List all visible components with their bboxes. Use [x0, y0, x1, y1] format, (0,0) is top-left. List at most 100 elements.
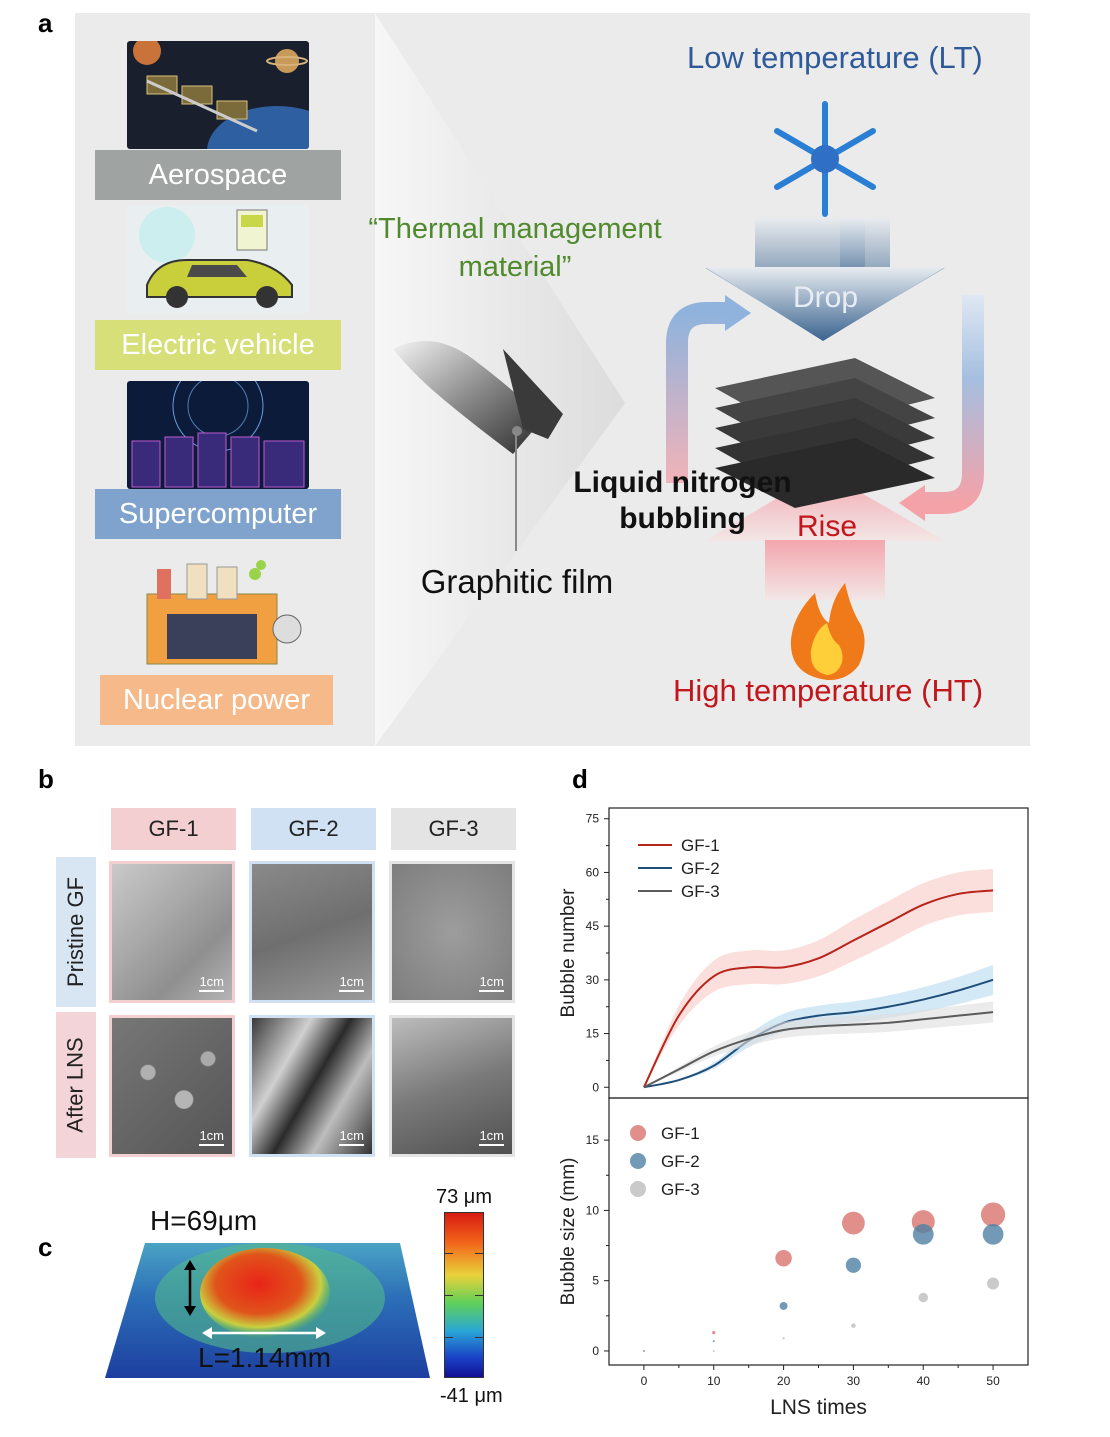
legend-label-GF-1: GF-1	[681, 836, 720, 855]
row-head-pristine: Pristine GF	[56, 857, 96, 1007]
photo-gf1-pristine: 1cm	[109, 861, 235, 1003]
series-line-GF-2	[643, 978, 994, 1089]
supercomputer-label: Supercomputer	[95, 489, 341, 539]
drop-label: Drop	[793, 281, 859, 314]
photo-gf3-pristine: 1cm	[389, 861, 515, 1003]
x-tick-label: 40	[917, 1374, 931, 1388]
rise-label: Rise	[797, 510, 858, 543]
snowflake-icon	[774, 101, 876, 217]
colorbar-max-label: 73 μm	[436, 1186, 492, 1208]
scatter-point-GF-3	[851, 1323, 856, 1328]
scale-bar: 1cm	[479, 974, 504, 992]
y-tick-label: 15	[586, 1133, 600, 1147]
legend-label-GF-2: GF-2	[661, 1152, 700, 1171]
funnel-shape	[375, 13, 625, 746]
photo-gf1-after-lns: 1cm	[109, 1015, 235, 1157]
aerospace-label: Aerospace	[95, 150, 341, 200]
length-label: L=1.14mm	[198, 1342, 332, 1373]
panel-label-b: b	[38, 764, 54, 794]
x-tick-label: 30	[847, 1374, 861, 1388]
photo-gf2-after-lns: 1cm	[249, 1015, 375, 1157]
flame-icon	[790, 583, 865, 681]
height-label: H=69μm	[150, 1205, 258, 1236]
row-head-after-lns: After LNS	[56, 1012, 96, 1158]
scatter-point-GF-2	[712, 1340, 715, 1343]
material-caption: “Thermal management material”	[368, 213, 662, 283]
photo-gf2-pristine: 1cm	[249, 861, 375, 1003]
graphitic-film-image	[393, 341, 563, 454]
legend-label-GF-3: GF-3	[661, 1180, 700, 1199]
process-diagram	[666, 101, 984, 681]
y-tick-label: 10	[586, 1203, 600, 1217]
x-axis-label-lns-times: LNS times	[770, 1396, 867, 1419]
legend-marker-GF-3	[630, 1181, 646, 1197]
colorbar	[444, 1212, 484, 1378]
colorbar-min-label: -41 μm	[440, 1385, 503, 1407]
confidence-band-GF-1	[643, 868, 994, 1088]
confidence-band-GF-2	[643, 964, 994, 1088]
scatter-point-GF-3	[642, 1349, 645, 1352]
scatter-point-GF-3	[782, 1337, 785, 1340]
y-axis-label-bubble-size: Bubble size (mm)	[558, 1158, 579, 1306]
supercomputer-image	[127, 381, 309, 489]
legend-label-GF-1: GF-1	[661, 1124, 700, 1143]
scatter-point-GF-2	[982, 1223, 1004, 1245]
y-tick-label: 15	[586, 1027, 600, 1041]
confidence-band-GF-3	[643, 1001, 994, 1088]
electric-vehicle-label: Electric vehicle	[95, 320, 341, 370]
scale-bar: 1cm	[199, 1128, 224, 1146]
column-head-gf2: GF-2	[251, 808, 376, 850]
scatter-point-GF-2	[845, 1257, 862, 1273]
series-line-GF-1	[643, 889, 994, 1088]
graphitic-film-label: Graphitic film	[420, 563, 614, 600]
photo-gf3-after-lns: 1cm	[389, 1015, 515, 1157]
electric-vehicle-image	[127, 205, 309, 313]
high-temperature-label: High temperature (HT)	[673, 673, 984, 708]
scatter-point-GF-2	[779, 1301, 788, 1310]
y-tick-label: 75	[586, 812, 600, 826]
process-label: Liquid nitrogen bubbling	[573, 466, 792, 535]
scale-bar: 1cm	[339, 974, 364, 992]
y-tick-label: 0	[592, 1080, 599, 1094]
nuclear-power-label: Nuclear power	[100, 675, 333, 725]
legend-marker-GF-2	[630, 1153, 646, 1169]
column-head-gf3: GF-3	[391, 808, 516, 850]
x-tick-label: 10	[707, 1374, 721, 1388]
legend-label-GF-3: GF-3	[681, 882, 720, 901]
film-pointer-line	[515, 433, 517, 551]
scatter-point-GF-3	[918, 1292, 928, 1303]
scale-bar: 1cm	[479, 1128, 504, 1146]
nuclear-power-image	[127, 559, 309, 667]
scale-bar: 1cm	[199, 974, 224, 992]
low-temperature-label: Low temperature (LT)	[687, 40, 983, 75]
scatter-point-GF-1	[712, 1331, 716, 1335]
panel-label-c: c	[38, 1232, 53, 1262]
scatter-point-GF-3	[987, 1277, 1000, 1290]
y-tick-label: 45	[586, 919, 600, 933]
scale-bar: 1cm	[339, 1128, 364, 1146]
scatter-point-GF-2	[912, 1223, 934, 1245]
series-line-GF-3	[643, 1011, 994, 1089]
scatter-point-GF-1	[775, 1249, 792, 1267]
y-axis-label-bubble-number: Bubble number	[558, 888, 579, 1018]
surface-profile-image	[105, 1243, 430, 1378]
y-tick-label: 30	[586, 973, 600, 987]
scatter-point-GF-1	[980, 1202, 1006, 1227]
y-tick-label: 5	[592, 1274, 599, 1288]
legend-label-GF-2: GF-2	[681, 859, 720, 878]
x-tick-label: 20	[777, 1374, 791, 1388]
panel-label-a: a	[38, 8, 53, 38]
panel-label-d: d	[572, 764, 588, 794]
column-head-gf1: GF-1	[111, 808, 236, 850]
scatter-point-GF-1	[842, 1211, 865, 1235]
scatter-point-GF-3	[712, 1349, 715, 1352]
film-stack-image	[715, 358, 935, 508]
legend-marker-GF-1	[630, 1125, 646, 1141]
x-tick-label: 50	[986, 1374, 1000, 1388]
x-tick-label: 0	[641, 1374, 648, 1388]
panel-a-schematic: Aerospace Electric vehicle Supercomputer…	[75, 13, 1030, 746]
aerospace-image	[127, 41, 309, 149]
y-tick-label: 60	[586, 865, 600, 879]
y-tick-label: 0	[592, 1344, 599, 1358]
